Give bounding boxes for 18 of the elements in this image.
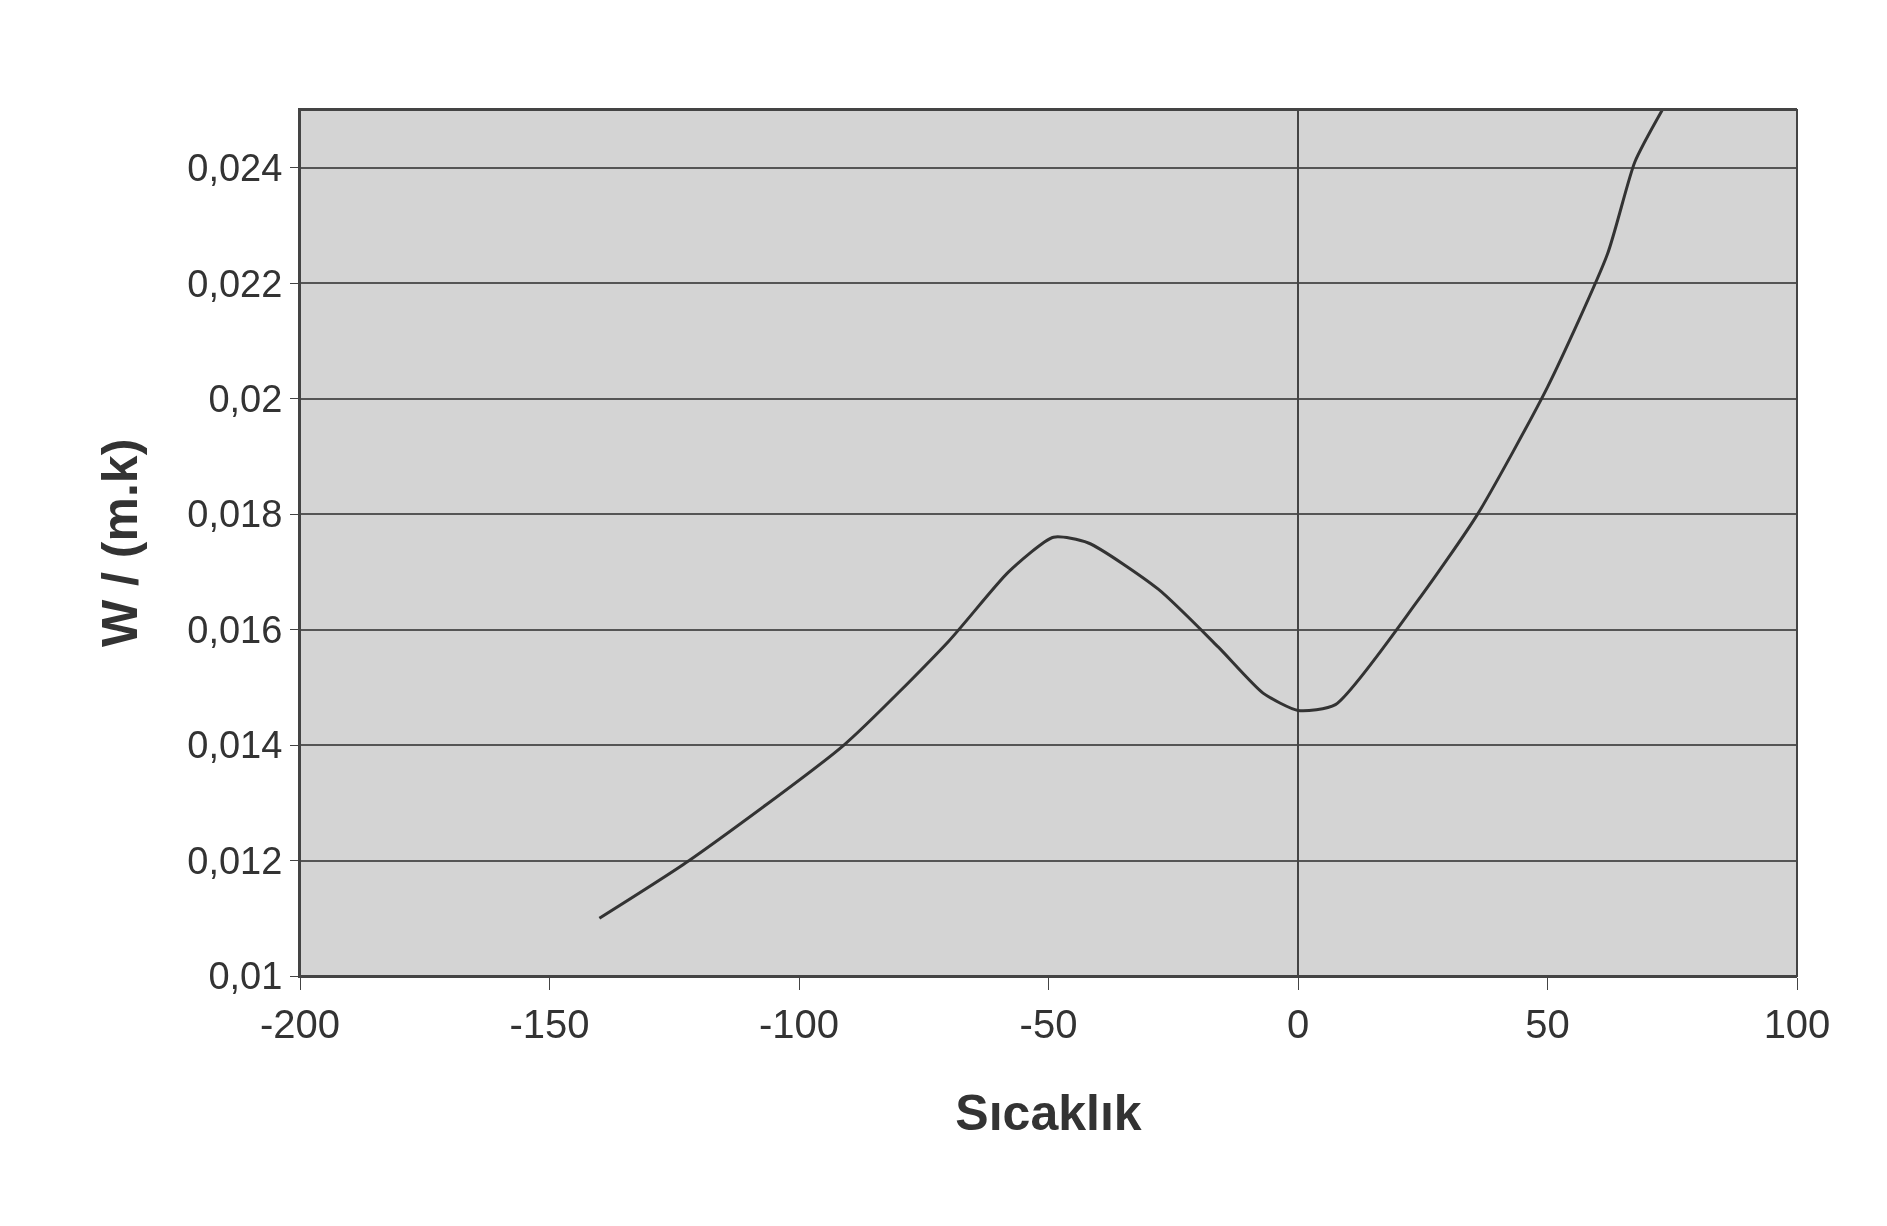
x-tick-label: 50 [1525,1002,1570,1046]
y-tick-label: 0,012 [187,839,283,882]
x-tick-label: -200 [259,1002,341,1046]
x-tick-label: 0 [1286,1002,1310,1046]
y-tick-label: 0,022 [187,262,283,305]
y-axis-title: W / (m.k) [92,438,148,647]
y-tick-label: 0,016 [187,608,283,651]
x-tick-label: 100 [1763,1002,1831,1046]
line-series [597,110,1664,920]
y-tick-label: 0,024 [187,147,283,190]
x-axis-title: Sıcaklık [955,1085,1142,1141]
x-tick-label: -50 [1019,1002,1078,1046]
x-tick-label: -150 [509,1002,590,1046]
y-tick-label: 0,014 [187,724,283,767]
x-tick-label: -100 [758,1002,840,1046]
y-tick-label: 0,018 [187,493,283,536]
y-tick-label: 0,01 [208,955,283,998]
y-tick-label: 0,02 [208,377,283,420]
